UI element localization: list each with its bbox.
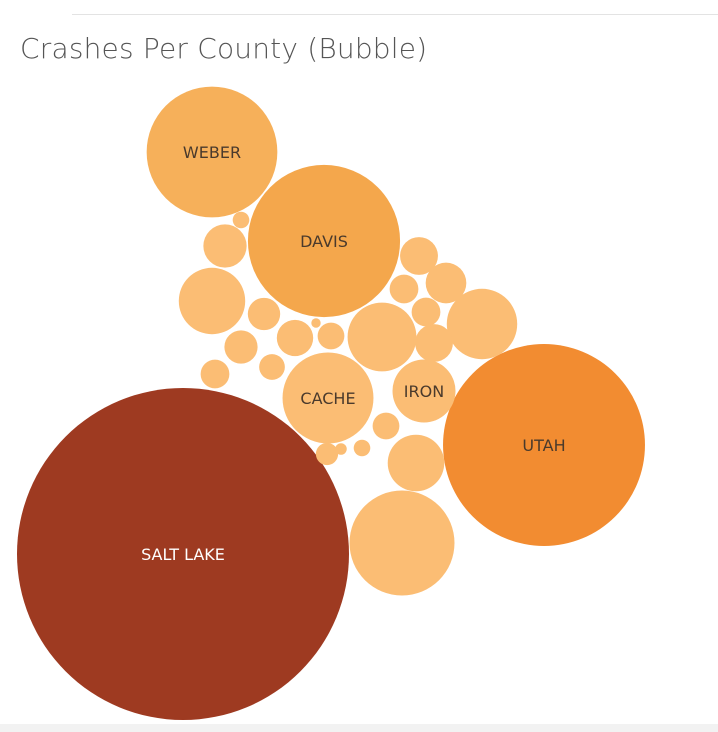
bubble[interactable] — [415, 324, 453, 362]
bubble[interactable] — [224, 330, 258, 364]
bubble-utah[interactable] — [443, 344, 645, 546]
bubble[interactable] — [411, 297, 441, 327]
bubble[interactable] — [317, 322, 345, 350]
bubble[interactable] — [389, 274, 419, 304]
bubble[interactable] — [247, 297, 281, 331]
bubble[interactable] — [203, 224, 247, 268]
bubble[interactable] — [353, 439, 371, 457]
bubble-cache[interactable] — [282, 352, 374, 444]
bubble-layer: SALT LAKE UTAH DAVIS WEBER CACHE IRON — [17, 86, 645, 720]
bubble[interactable] — [400, 237, 438, 275]
bubble-salt-lake[interactable] — [17, 388, 349, 720]
chart-title: Crashes Per County (Bubble) — [20, 32, 428, 65]
bottom-strip — [0, 724, 718, 732]
bubble-label-iron: IRON — [404, 382, 444, 401]
bubble-davis[interactable] — [247, 164, 401, 318]
bubble[interactable] — [315, 442, 339, 466]
bubble[interactable] — [425, 262, 467, 304]
bubble[interactable] — [347, 302, 417, 372]
bubble[interactable] — [259, 354, 285, 380]
bubble[interactable] — [311, 318, 321, 328]
bubble[interactable] — [372, 412, 400, 440]
bubble[interactable] — [446, 288, 518, 360]
bubble-label-cache: CACHE — [300, 389, 355, 408]
bubble-weber[interactable] — [146, 86, 278, 218]
bubble[interactable] — [232, 211, 250, 229]
bubble[interactable] — [276, 319, 314, 357]
bubble[interactable] — [200, 359, 230, 389]
bubble[interactable] — [349, 490, 455, 596]
bubble-iron[interactable] — [392, 359, 456, 423]
bubble-label-utah: UTAH — [522, 436, 565, 455]
bubble-label-weber: WEBER — [183, 143, 241, 162]
bubble[interactable] — [178, 267, 246, 335]
bubble[interactable] — [387, 434, 445, 492]
bubble-label-salt-lake: SALT LAKE — [141, 545, 225, 564]
top-divider — [72, 14, 718, 15]
bubble-label-davis: DAVIS — [300, 232, 348, 251]
bubble[interactable] — [335, 443, 347, 455]
